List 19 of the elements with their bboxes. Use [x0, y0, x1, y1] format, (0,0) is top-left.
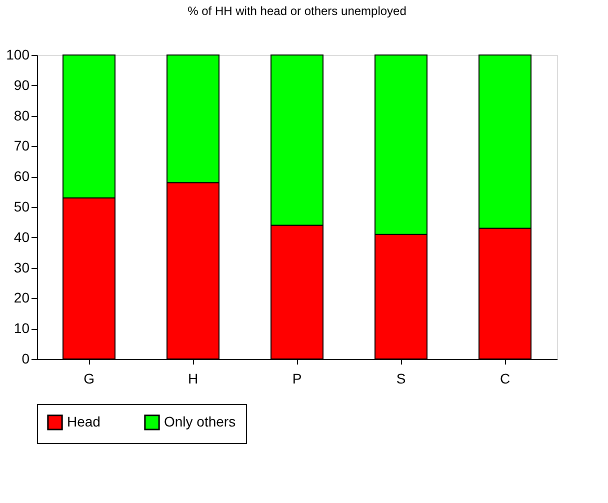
- y-tick-label: 10: [14, 320, 30, 336]
- x-tick-label: P: [292, 370, 302, 386]
- y-tick-label: 90: [14, 76, 30, 93]
- y-tick-label: 50: [14, 198, 30, 214]
- y-tick-label: 20: [14, 290, 30, 306]
- x-tick-label: S: [396, 370, 406, 386]
- y-tick-label: 100: [6, 46, 30, 62]
- x-tick-label: C: [500, 370, 510, 386]
- legend-label: Head: [67, 413, 100, 430]
- x-tick-label: H: [188, 370, 198, 386]
- y-tick-label: 0: [22, 350, 30, 366]
- y-tick-label: 40: [14, 228, 30, 245]
- y-tick-label: 80: [14, 107, 30, 124]
- y-tick-label: 60: [14, 168, 30, 184]
- legend-label: Only others: [164, 413, 236, 430]
- x-tick-label: G: [84, 370, 94, 386]
- y-tick-label: 30: [14, 259, 30, 276]
- y-tick-label: 70: [14, 138, 30, 154]
- chart-title: % of HH with head or others unemployed: [188, 4, 406, 18]
